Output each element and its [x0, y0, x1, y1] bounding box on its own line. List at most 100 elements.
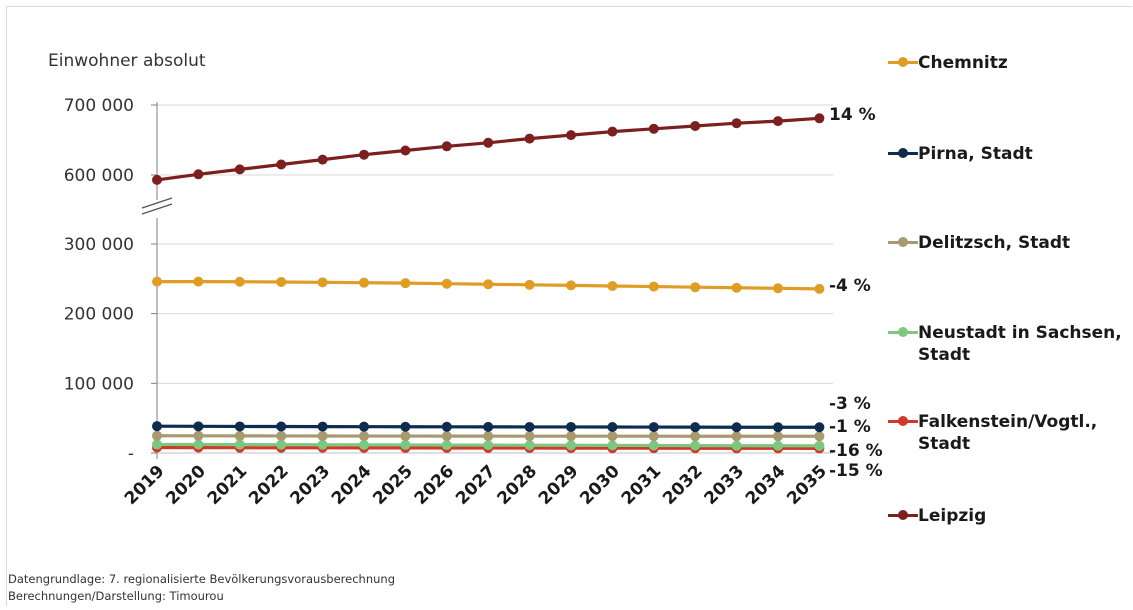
data-point [773, 431, 783, 442]
data-point [359, 149, 369, 160]
series-neustadt-in-sachsen-stadt [152, 439, 825, 451]
data-point [607, 281, 618, 292]
data-point [566, 421, 576, 432]
data-point [483, 431, 494, 442]
data-point [566, 440, 576, 451]
data-point [400, 439, 411, 450]
data-point [193, 439, 204, 450]
data-point [524, 421, 535, 432]
x-tick-label: 2021 [204, 461, 252, 509]
data-point [152, 276, 162, 287]
data-point [483, 137, 494, 148]
x-tick-label: 2028 [494, 461, 542, 509]
x-tick-label: 2025 [369, 461, 417, 509]
data-point [773, 116, 783, 127]
y-tick-label: 300 000 [64, 235, 134, 255]
series-leipzig [152, 113, 825, 185]
data-point [566, 130, 576, 141]
data-point [441, 141, 452, 152]
end-label: -4 % [829, 276, 871, 296]
data-point [607, 422, 618, 433]
x-tick-label: 2030 [576, 461, 624, 509]
x-tick-label: 2029 [535, 461, 583, 509]
data-point [648, 440, 659, 451]
data-point [566, 280, 576, 291]
data-point [648, 123, 659, 134]
legend-item: Neustadt in Sachsen, Stadt [888, 322, 1133, 366]
data-point [400, 145, 411, 156]
legend-item: Falkenstein/Vogtl., Stadt [888, 411, 1133, 455]
data-point [524, 440, 535, 451]
data-point [317, 431, 328, 442]
data-point [276, 159, 287, 170]
x-tick-label: 2031 [618, 461, 666, 509]
x-tick-label: 2034 [742, 461, 790, 509]
y-axis-ticks: - 100 000 200 000 300 000 600 000 700 000 [64, 96, 134, 464]
legend-label: Neustadt in Sachsen, Stadt [918, 323, 1122, 365]
x-tick-label: 2032 [659, 461, 707, 509]
data-point [524, 133, 535, 144]
data-point [648, 281, 659, 292]
data-point [566, 431, 576, 442]
data-point [441, 421, 452, 432]
grid-lines [157, 104, 833, 384]
data-point [731, 118, 742, 129]
data-point [690, 422, 701, 433]
legend-item: Pirna, Stadt [888, 143, 1133, 165]
y-tick-label: 600 000 [64, 166, 134, 186]
axis-break-mark [141, 203, 173, 215]
data-point [690, 282, 701, 293]
data-point [607, 126, 618, 137]
data-point [773, 422, 783, 433]
data-point [400, 421, 411, 432]
x-tick-label: 2026 [411, 461, 459, 509]
x-tick-label: 2027 [452, 461, 500, 509]
data-point [731, 422, 742, 433]
data-point [152, 421, 162, 432]
data-point [234, 430, 245, 441]
x-tick-label: 2024 [328, 461, 376, 509]
series-delitzsch-stadt [152, 430, 825, 442]
legend-label: Pirna, Stadt [918, 144, 1033, 164]
data-point [773, 440, 783, 451]
data-point [359, 421, 369, 432]
legend-swatch [888, 411, 918, 431]
data-point [731, 282, 742, 293]
end-label: -15 % [829, 461, 883, 481]
data-point [193, 421, 204, 432]
data-point [359, 439, 369, 450]
data-point [814, 283, 825, 294]
data-point [690, 440, 701, 451]
legend-label: Delitzsch, Stadt [918, 233, 1071, 253]
data-point [152, 430, 162, 441]
data-point [690, 431, 701, 442]
x-tick-label: 2023 [287, 461, 335, 509]
end-labels: 14 % -4 % -3 % -1 % -16 %-15 % [829, 105, 883, 481]
legend-swatch [888, 322, 918, 342]
series-line [156, 116, 820, 182]
legend-label: Chemnitz [918, 53, 1008, 73]
axis-break-mark [141, 197, 173, 209]
x-tick-label: 2020 [162, 461, 210, 509]
end-label: -3 % [829, 394, 871, 414]
series-chemnitz [152, 276, 825, 294]
data-point [193, 169, 204, 180]
data-point [690, 121, 701, 131]
data-point [234, 164, 245, 175]
data-point [317, 154, 328, 165]
data-point [441, 278, 452, 289]
x-axis-ticks: 2019202020212022202320242025202620272028… [121, 461, 831, 509]
end-label: 14 % [829, 105, 876, 125]
data-point [193, 276, 204, 287]
data-point [607, 431, 618, 442]
data-point [276, 430, 287, 441]
source-note: Datengrundlage: 7. regionalisierte Bevöl… [8, 572, 396, 586]
data-point [814, 113, 825, 124]
legend-swatch [888, 505, 918, 525]
data-point [524, 279, 535, 290]
legend-swatch [888, 232, 918, 252]
data-point [359, 431, 369, 442]
data-point [483, 279, 494, 290]
data-point [234, 439, 245, 450]
